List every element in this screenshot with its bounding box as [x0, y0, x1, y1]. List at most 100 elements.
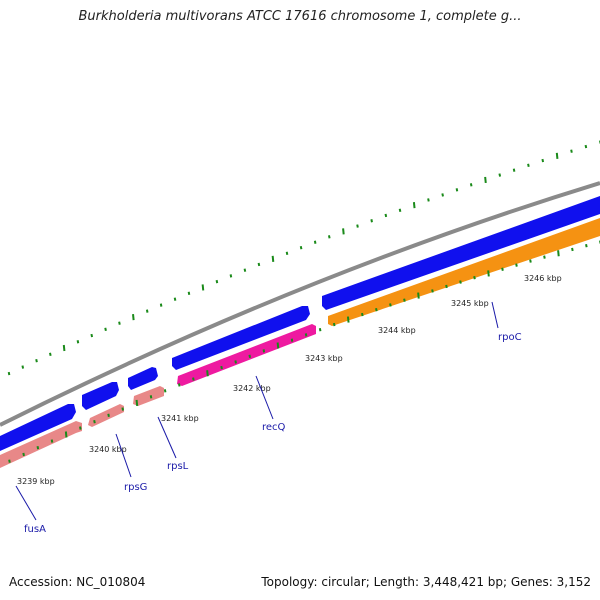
tick-mark [441, 193, 444, 197]
tick-mark [36, 445, 40, 450]
tick-mark [7, 371, 11, 376]
tick-mark [135, 399, 139, 407]
tick-mark [62, 344, 66, 352]
tick-mark [118, 321, 121, 325]
tick-mark [201, 284, 205, 291]
tick-mark [473, 276, 476, 280]
tick-mark [93, 419, 96, 424]
tick-mark [455, 188, 459, 192]
tick-mark [427, 198, 430, 202]
tick-mark [22, 452, 25, 457]
cds-forward-2[interactable] [82, 382, 119, 410]
tick-mark [90, 333, 94, 338]
tick-mark [21, 365, 25, 369]
cds-rpsL[interactable] [133, 386, 164, 406]
tick-mark [515, 263, 518, 267]
tick-mark [557, 250, 560, 257]
tick-mark [257, 262, 261, 267]
tick-mark [229, 274, 233, 278]
tick-mark [375, 308, 378, 312]
tick-mark [248, 354, 252, 359]
tick-mark [342, 228, 345, 235]
tick-mark [459, 280, 462, 284]
kbp-label: 3243 kbp [305, 354, 343, 363]
tick-mark [149, 395, 153, 399]
tick-mark [145, 309, 149, 313]
gene-leaders [15, 301, 499, 521]
tick-mark [389, 303, 392, 307]
tick-mark [271, 255, 275, 262]
tick-mark [104, 327, 107, 332]
tick-mark [412, 201, 416, 209]
tick-mark [469, 183, 473, 187]
tick-mark [398, 208, 402, 212]
tick-mark [276, 342, 280, 349]
kbp-label: 3241 kbp [161, 414, 199, 423]
cds-rpsG[interactable] [88, 404, 124, 427]
kbp-label: 3242 kbp [233, 384, 271, 393]
gene-label-fusA[interactable]: fusA [24, 524, 46, 535]
tick-mark [571, 247, 574, 252]
gene-label-rpsL[interactable]: rpsL [167, 461, 189, 472]
tick-mark [215, 279, 219, 284]
tick-mark [361, 312, 364, 317]
tick-mark [584, 144, 588, 149]
tick-mark [555, 152, 559, 159]
cds-fusA[interactable] [0, 421, 82, 468]
tick-mark [356, 224, 359, 228]
tick-mark [173, 297, 177, 301]
cds-forward-1[interactable] [0, 404, 76, 451]
cds-forward-4[interactable] [172, 306, 310, 370]
tick-mark [177, 383, 181, 387]
tick-mark [346, 316, 350, 323]
tick-mark [64, 431, 68, 438]
inner-tick-ring [8, 240, 600, 463]
tick-mark [187, 291, 191, 295]
tick-mark [570, 149, 573, 153]
tick-mark [501, 267, 504, 271]
tick-mark [290, 338, 294, 342]
tick-mark [541, 158, 545, 163]
tick-mark [163, 389, 167, 393]
cds-rpoC[interactable] [328, 218, 600, 326]
tick-mark [370, 219, 373, 223]
cds-forward-3[interactable] [128, 367, 158, 390]
tick-mark [220, 365, 223, 370]
tick-mark [327, 235, 331, 239]
kbp-label: 3240 kbp [89, 445, 127, 454]
gene-label-rpoC[interactable]: rpoC [498, 332, 522, 343]
tick-mark [262, 349, 266, 353]
tick-mark [132, 314, 135, 321]
tick-mark [76, 340, 80, 344]
tick-mark [192, 377, 195, 381]
kbp-label: 3246 kbp [524, 274, 562, 283]
tick-mark [285, 251, 289, 255]
tick-mark [304, 333, 308, 337]
cds-recQ[interactable] [177, 324, 316, 386]
gene-label-recQ[interactable]: recQ [262, 422, 286, 433]
backbone-track [0, 181, 600, 427]
tick-mark [484, 176, 487, 184]
tick-mark [529, 259, 532, 263]
kbp-label: 3239 kbp [17, 477, 55, 486]
tick-mark [543, 255, 546, 259]
tick-mark [318, 328, 322, 332]
tick-mark [417, 292, 420, 299]
gene-label-rpsG[interactable]: rpsG [124, 482, 147, 493]
tick-mark [498, 173, 502, 177]
tick-mark [527, 163, 530, 168]
tick-mark [234, 360, 237, 364]
map-title: Burkholderia multivorans ATCC 17616 chro… [78, 9, 522, 24]
tick-mark [79, 426, 82, 430]
kbp-label: 3245 kbp [451, 299, 489, 308]
kbp-label: 3244 kbp [378, 326, 416, 335]
tick-mark [243, 268, 247, 272]
cds-forward-5[interactable] [322, 196, 600, 310]
topology-summary: Topology: circular; Length: 3,448,421 bp… [261, 575, 591, 589]
tick-mark [50, 439, 54, 443]
tick-mark [313, 240, 317, 244]
tick-mark [35, 358, 38, 363]
tick-mark [403, 298, 406, 302]
tick-mark [585, 243, 588, 248]
